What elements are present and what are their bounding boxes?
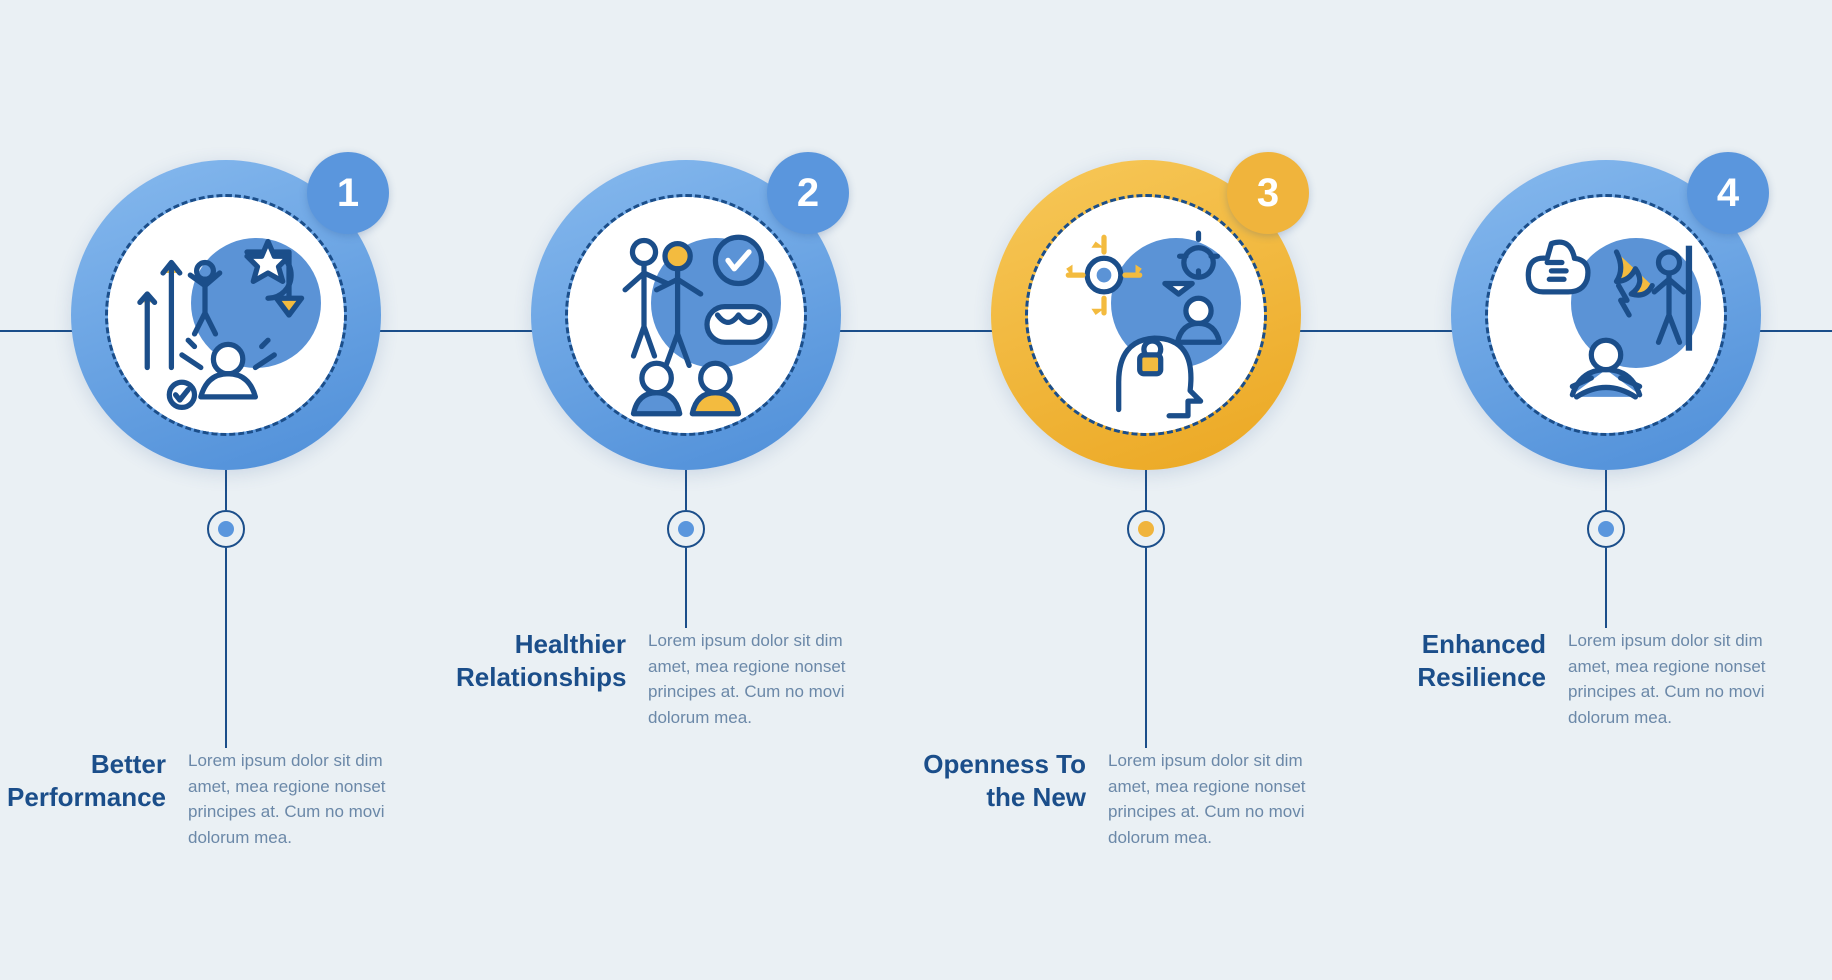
stem-lower: [225, 548, 227, 748]
stem-lower: [1145, 548, 1147, 748]
step-number: 4: [1717, 171, 1739, 216]
step-body: Lorem ipsum dolor sit dim amet, mea regi…: [648, 628, 876, 730]
step-2: 2 Healthier Relationships Lorem ipsum do…: [516, 160, 856, 850]
stem: [685, 470, 687, 510]
step-1: 1 Better Performance Lorem ipsum dolor s…: [56, 160, 396, 850]
resilience-icon: [1501, 210, 1711, 420]
step-title: Healthier Relationships: [456, 628, 626, 693]
step-ring: 3: [991, 160, 1301, 470]
text-block: Better Performance Lorem ipsum dolor sit…: [0, 748, 416, 850]
step-number: 2: [797, 171, 819, 216]
step-number-badge: 3: [1227, 152, 1309, 234]
step-3: 3 Openness To the New Lorem ipsum dolor …: [976, 160, 1316, 850]
step-body: Lorem ipsum dolor sit dim amet, mea regi…: [1568, 628, 1796, 730]
stem: [225, 470, 227, 510]
performance-growth-icon: [121, 210, 331, 420]
relationships-icon: [581, 210, 791, 420]
step-ring: 4: [1451, 160, 1761, 470]
infographic-row: 1 Better Performance Lorem ipsum dolor s…: [0, 160, 1832, 850]
step-ring: 2: [531, 160, 841, 470]
step-ring: 1: [71, 160, 381, 470]
node-dot: [1587, 510, 1625, 548]
stem: [1605, 470, 1607, 510]
open-mind-icon: [1041, 210, 1251, 420]
step-title: Enhanced Resilience: [1376, 628, 1546, 693]
text-block: Enhanced Resilience Lorem ipsum dolor si…: [1376, 628, 1796, 730]
text-block: Healthier Relationships Lorem ipsum dolo…: [456, 628, 876, 730]
text-block: Openness To the New Lorem ipsum dolor si…: [916, 748, 1336, 850]
step-title: Better Performance: [0, 748, 166, 813]
step-number-badge: 2: [767, 152, 849, 234]
step-number-badge: 4: [1687, 152, 1769, 234]
stem-lower: [1605, 548, 1607, 628]
step-number-badge: 1: [307, 152, 389, 234]
step-number: 3: [1257, 171, 1279, 216]
step-body: Lorem ipsum dolor sit dim amet, mea regi…: [188, 748, 416, 850]
node-dot: [667, 510, 705, 548]
stem: [1145, 470, 1147, 510]
step-4: 4 Enhanced Resilience Lorem ipsum dolor …: [1436, 160, 1776, 850]
node-dot: [1127, 510, 1165, 548]
stem-lower: [685, 548, 687, 628]
step-number: 1: [337, 171, 359, 216]
step-body: Lorem ipsum dolor sit dim amet, mea regi…: [1108, 748, 1336, 850]
step-title: Openness To the New: [916, 748, 1086, 813]
node-dot: [207, 510, 245, 548]
